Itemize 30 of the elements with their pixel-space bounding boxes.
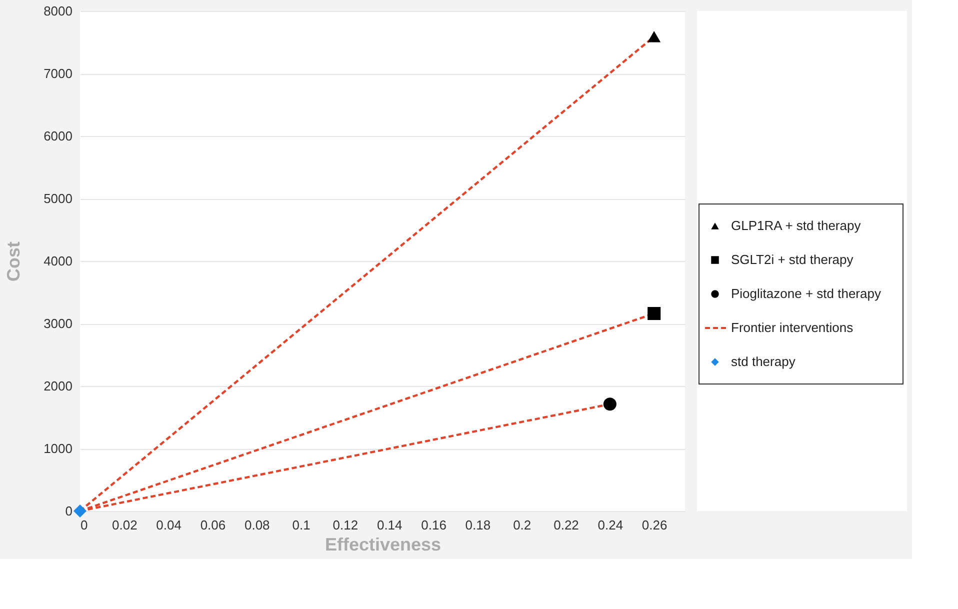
x-tick-label: 0.18: [465, 518, 491, 532]
x-tick-label: 0.06: [200, 518, 226, 532]
x-tick-label: 0.12: [332, 518, 358, 532]
x-tick-label: 0.04: [156, 518, 182, 532]
x-tick-label: 0.08: [244, 518, 270, 532]
x-tick-label: 0.16: [421, 518, 446, 532]
legend-label: std therapy: [731, 354, 796, 369]
y-tick-label: 1000: [44, 441, 72, 456]
x-tick-label: 0.24: [598, 518, 624, 532]
x-tick-label: 0.02: [112, 518, 138, 532]
y-tick-label: 7000: [44, 66, 72, 81]
y-tick-label: 5000: [44, 191, 72, 206]
legend-label: GLP1RA + std therapy: [731, 218, 862, 233]
y-axis-title: Cost: [4, 241, 24, 282]
legend-label: Frontier interventions: [731, 320, 854, 335]
y-tick-label: 2000: [44, 378, 72, 394]
x-axis-title: Effectiveness: [324, 534, 442, 554]
x-tick-label: 0: [80, 518, 88, 532]
legend-label: SGLT2i + std therapy: [731, 252, 854, 267]
x-tick-label: 0.22: [554, 518, 579, 532]
x-tick-label: 0.26: [642, 518, 668, 532]
y-tick-label: 3000: [44, 316, 72, 331]
y-tick-label: 6000: [44, 128, 72, 144]
x-tick-label: 0.1: [292, 518, 310, 532]
y-tick-label: 4000: [44, 254, 72, 268]
x-tick-label: 0.14: [376, 518, 402, 532]
y-tick-label: 0: [65, 504, 72, 518]
legend-label: Pioglitazone + std therapy: [731, 286, 882, 301]
y-tick-label: 8000: [44, 4, 72, 18]
x-tick-label: 0.2: [513, 518, 532, 532]
